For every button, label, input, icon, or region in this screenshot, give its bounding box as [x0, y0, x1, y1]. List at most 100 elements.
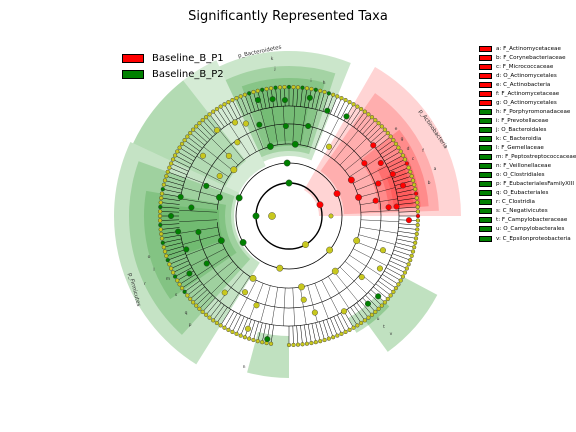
tree-node — [170, 157, 176, 162]
tree-node — [182, 289, 187, 294]
tree-node — [249, 274, 257, 282]
tree-node — [268, 212, 276, 220]
taxon-letter: n — [243, 365, 246, 370]
tree-branch — [336, 314, 346, 333]
tree-node — [311, 309, 318, 316]
tree-branch — [347, 106, 358, 123]
tree-branch — [160, 202, 180, 205]
tree-branch — [160, 211, 180, 213]
taxa-legend-item: i: F_Prevotellaceae — [479, 116, 576, 125]
tree-node — [300, 342, 305, 347]
tree-node — [164, 174, 169, 179]
tree-node — [396, 145, 401, 150]
tree-node — [355, 193, 362, 201]
tree-node — [399, 182, 406, 189]
tree-branch — [228, 313, 238, 331]
tree-node — [251, 89, 256, 95]
tree-branch — [396, 188, 416, 194]
tree-node — [182, 138, 187, 143]
tree-node — [281, 97, 288, 104]
taxa-legend-swatch — [479, 63, 492, 70]
tree-branch — [192, 289, 208, 303]
tree-branch — [382, 274, 399, 285]
tree-node — [415, 218, 421, 223]
tree-branch — [160, 223, 180, 226]
tree-node — [157, 209, 163, 214]
tree-branch — [199, 294, 213, 309]
tree-node — [415, 213, 421, 219]
taxa-legend-item: n: F_Veillonellaceae — [479, 162, 576, 171]
tree-branch — [163, 184, 183, 190]
taxa-legend-swatch — [479, 81, 492, 88]
tree-node — [218, 104, 223, 109]
tree-node — [221, 289, 228, 296]
tree-branch — [311, 323, 317, 343]
taxa-legend-swatch — [479, 135, 492, 142]
tree-node — [234, 139, 241, 146]
taxa-legend-item: o: O_Clostridiales — [479, 171, 576, 180]
tree-branch — [304, 88, 308, 108]
taxa-legend-label: v: C_Epsilonproteobacteria — [496, 235, 571, 242]
tree-branch — [167, 171, 186, 179]
tree-node — [295, 342, 301, 347]
tree-node — [216, 172, 223, 179]
tree-node — [326, 143, 333, 150]
tree-branches — [160, 87, 418, 345]
tree-node — [169, 161, 174, 166]
tree-node — [313, 87, 318, 92]
tree-node — [370, 142, 377, 149]
tree-node — [373, 309, 378, 314]
tree-branch — [216, 307, 228, 324]
tree-branch — [380, 277, 397, 289]
tree-node — [162, 178, 168, 183]
group-legend: Baseline_B_P1 Baseline_B_P2 — [122, 50, 224, 82]
tree-node — [186, 270, 193, 277]
tree-branch — [181, 277, 198, 289]
tree-branch — [343, 311, 354, 328]
tree-node — [251, 337, 256, 343]
tree-node — [331, 92, 336, 97]
tree-node — [242, 92, 247, 97]
tree-branch — [300, 325, 303, 345]
tree-branch — [244, 94, 252, 113]
tree-node — [333, 190, 341, 198]
tree-node — [291, 140, 299, 148]
tree-node — [347, 176, 355, 184]
tree-branch — [228, 123, 250, 156]
tree-node — [414, 195, 419, 201]
tree-node — [359, 320, 364, 326]
tree-branch — [350, 108, 362, 125]
taxa-legend-item: g: O_Actinomycetales — [479, 98, 576, 107]
tree-branch — [219, 271, 244, 302]
taxa-legend-label: o: O_Clostridiales — [496, 172, 545, 179]
tree-branch — [398, 227, 418, 230]
tree-branch — [373, 286, 388, 300]
tree-branch — [190, 132, 205, 146]
tree-node — [158, 227, 163, 232]
tree-branch — [375, 136, 391, 149]
tree-node — [264, 336, 271, 343]
tree-branch — [360, 210, 399, 213]
tree-branch — [164, 180, 184, 186]
tree-branch — [205, 300, 219, 315]
taxon-letter: g — [401, 137, 404, 142]
tree-branch — [398, 211, 418, 213]
tree-branch — [196, 292, 211, 306]
tree-node — [255, 88, 260, 93]
tree-node — [335, 333, 340, 338]
clade-highlight — [158, 204, 224, 261]
tree-branch — [249, 283, 264, 319]
tree-branch — [216, 108, 228, 125]
tree-node — [318, 88, 323, 93]
tree-branch — [220, 309, 231, 326]
tree-branch — [240, 96, 249, 115]
tree-node — [405, 217, 412, 224]
taxa-legend-label: p: F_EubacterialesFamilyXIII — [496, 181, 574, 188]
tree-branch — [164, 246, 184, 252]
tree-node — [391, 138, 396, 143]
tree-branch — [253, 321, 259, 341]
tree-branch — [339, 266, 367, 294]
taxa-legend-swatch — [479, 199, 492, 206]
tree-node — [376, 306, 381, 311]
tree-branch — [163, 242, 183, 248]
